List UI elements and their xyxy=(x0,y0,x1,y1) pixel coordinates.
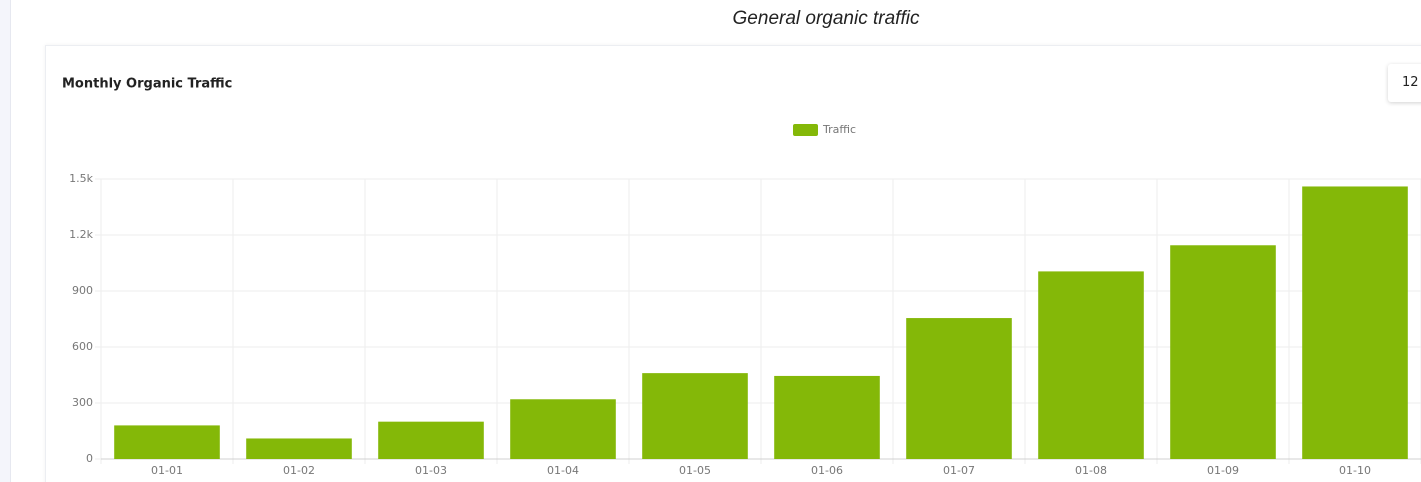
x-tick-label: 01-06 xyxy=(811,464,843,477)
bar xyxy=(642,373,748,459)
x-tick-label: 01-08 xyxy=(1075,464,1107,477)
x-tick-label: 01-01 xyxy=(151,464,183,477)
y-tick-label: 1.5k xyxy=(69,172,93,185)
bar xyxy=(774,375,880,459)
bar xyxy=(906,318,1012,459)
y-tick-label: 1.2k xyxy=(69,228,93,241)
chart-title: Monthly Organic Traffic xyxy=(62,77,232,92)
legend-swatch xyxy=(793,124,818,136)
y-tick-label: 900 xyxy=(72,284,93,297)
page-heading: General organic traffic xyxy=(732,8,920,29)
x-tick-label: 01-02 xyxy=(283,464,315,477)
y-tick-label: 300 xyxy=(72,396,93,409)
legend-label: Traffic xyxy=(822,123,856,136)
x-tick-label: 01-07 xyxy=(943,464,975,477)
bar xyxy=(1302,186,1408,459)
range-button[interactable]: 12 xyxy=(1388,64,1421,102)
bar xyxy=(510,399,616,459)
x-tick-label: 01-05 xyxy=(679,464,711,477)
bar xyxy=(246,438,352,459)
sidebar-edge xyxy=(0,0,11,482)
bar xyxy=(378,421,484,459)
x-tick-label: 01-04 xyxy=(547,464,579,477)
y-tick-label: 600 xyxy=(72,340,93,353)
y-tick-label: 0 xyxy=(86,452,93,465)
x-tick-label: 01-10 xyxy=(1339,464,1371,477)
bar xyxy=(1038,271,1144,459)
bar xyxy=(114,425,220,459)
x-tick-label: 01-03 xyxy=(415,464,447,477)
bar xyxy=(1170,245,1276,459)
x-tick-label: 01-09 xyxy=(1207,464,1239,477)
